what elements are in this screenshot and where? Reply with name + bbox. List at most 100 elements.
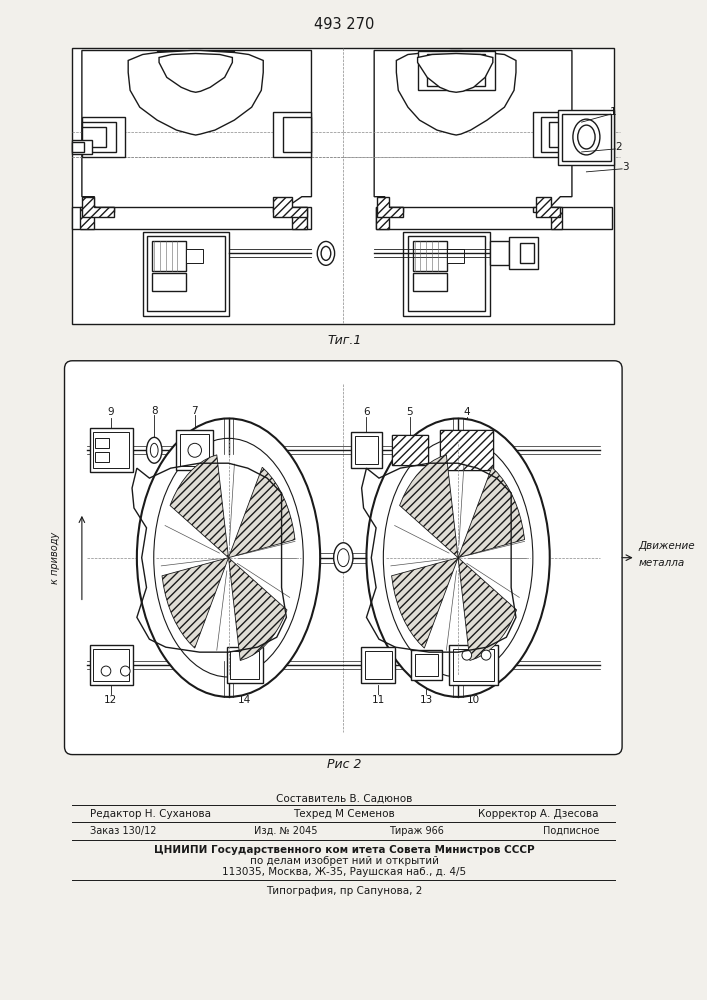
- Polygon shape: [533, 207, 562, 229]
- Bar: [148, 236, 225, 311]
- Bar: [93, 432, 129, 468]
- Text: Корректор А. Дзесова: Корректор А. Дзесова: [479, 809, 599, 819]
- Bar: [82, 117, 125, 157]
- Polygon shape: [162, 558, 228, 648]
- Bar: [403, 232, 490, 316]
- Bar: [72, 207, 312, 229]
- Polygon shape: [80, 207, 114, 229]
- Text: Изд. № 2045: Изд. № 2045: [254, 826, 317, 836]
- Bar: [167, 54, 225, 86]
- Ellipse shape: [120, 666, 130, 676]
- Bar: [90, 645, 133, 685]
- Text: 12: 12: [104, 695, 117, 705]
- Polygon shape: [440, 430, 493, 470]
- Text: Редактор Н. Суханова: Редактор Н. Суханова: [90, 809, 211, 819]
- Bar: [93, 649, 129, 681]
- Bar: [351, 432, 382, 468]
- Bar: [415, 654, 438, 676]
- Bar: [450, 645, 498, 685]
- Bar: [355, 436, 378, 464]
- Text: 13: 13: [420, 695, 433, 705]
- Text: 14: 14: [238, 695, 252, 705]
- Bar: [157, 51, 234, 90]
- Ellipse shape: [337, 549, 349, 567]
- Text: Типография, пр Сапунова, 2: Типография, пр Сапунова, 2: [266, 886, 423, 896]
- Polygon shape: [374, 51, 572, 217]
- Polygon shape: [82, 197, 114, 217]
- Text: 2: 2: [615, 142, 621, 152]
- Bar: [408, 236, 485, 311]
- Bar: [562, 114, 611, 161]
- Text: Техред М Семенов: Техред М Семенов: [293, 809, 395, 819]
- Text: ЦНИИПИ Государственного ком итета Совета Министров СССР: ЦНИИПИ Государственного ком итета Совета…: [154, 845, 534, 855]
- Polygon shape: [392, 558, 458, 648]
- Polygon shape: [536, 197, 561, 217]
- Text: 493 270: 493 270: [314, 17, 375, 32]
- Text: Τиг.1: Τиг.1: [327, 334, 361, 347]
- Text: 8: 8: [151, 406, 158, 416]
- Text: 10: 10: [467, 695, 480, 705]
- Text: к приводу: к приводу: [50, 532, 60, 584]
- Bar: [447, 249, 464, 263]
- Bar: [411, 650, 442, 680]
- Bar: [549, 122, 572, 147]
- Bar: [427, 54, 485, 86]
- Polygon shape: [228, 558, 287, 661]
- Polygon shape: [392, 435, 428, 465]
- Text: 6: 6: [363, 407, 370, 417]
- Bar: [226, 647, 263, 683]
- Ellipse shape: [334, 543, 353, 573]
- Bar: [453, 649, 493, 681]
- Bar: [365, 651, 392, 679]
- Ellipse shape: [151, 443, 158, 457]
- Bar: [392, 435, 428, 465]
- Bar: [440, 430, 493, 470]
- Ellipse shape: [153, 438, 303, 677]
- Ellipse shape: [321, 246, 331, 260]
- Bar: [72, 142, 84, 152]
- Bar: [180, 434, 209, 466]
- Text: Рис 2: Рис 2: [327, 758, 361, 771]
- Bar: [509, 237, 538, 269]
- Bar: [82, 127, 106, 147]
- Bar: [95, 438, 109, 448]
- Bar: [559, 110, 614, 165]
- Ellipse shape: [573, 119, 600, 155]
- Polygon shape: [273, 207, 307, 229]
- Ellipse shape: [137, 418, 320, 697]
- Text: Составитель В. Садюнов: Составитель В. Садюнов: [276, 793, 412, 803]
- Ellipse shape: [317, 241, 334, 265]
- Polygon shape: [377, 197, 403, 217]
- Polygon shape: [418, 53, 493, 92]
- Bar: [283, 117, 312, 152]
- Ellipse shape: [101, 666, 111, 676]
- Ellipse shape: [188, 443, 201, 457]
- Bar: [533, 112, 572, 157]
- Bar: [490, 241, 509, 265]
- Text: Тираж 966: Тираж 966: [389, 826, 443, 836]
- Ellipse shape: [462, 650, 472, 660]
- Bar: [186, 249, 204, 263]
- Polygon shape: [228, 467, 295, 558]
- Text: Подписное: Подписное: [542, 826, 599, 836]
- Text: 1: 1: [610, 107, 617, 117]
- Bar: [395, 439, 424, 461]
- Bar: [72, 48, 614, 324]
- Text: металла: металла: [638, 558, 685, 568]
- Bar: [413, 241, 447, 271]
- Polygon shape: [397, 51, 516, 135]
- Ellipse shape: [383, 438, 533, 677]
- Bar: [273, 112, 312, 157]
- Polygon shape: [458, 558, 517, 661]
- Text: Движение: Движение: [638, 541, 695, 551]
- Text: Заказ 130/12: Заказ 130/12: [90, 826, 156, 836]
- Bar: [230, 651, 259, 679]
- Text: 5: 5: [407, 407, 413, 417]
- Polygon shape: [399, 455, 458, 558]
- Ellipse shape: [481, 650, 491, 660]
- Text: 9: 9: [107, 407, 114, 417]
- FancyBboxPatch shape: [64, 361, 622, 755]
- Ellipse shape: [366, 418, 550, 697]
- Bar: [177, 430, 213, 470]
- Bar: [376, 207, 612, 229]
